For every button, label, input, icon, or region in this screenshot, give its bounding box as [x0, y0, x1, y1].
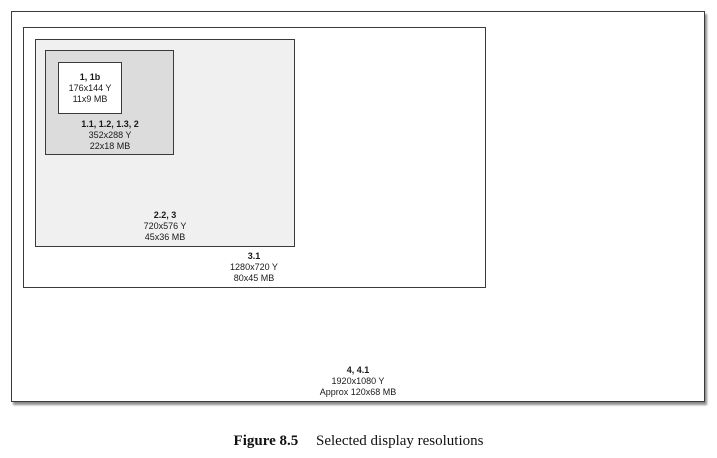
label-name: 4, 4.1 [346, 365, 370, 375]
label-720x576: 2.2, 3 720x576 Y 45x36 MB [105, 210, 225, 243]
figure-caption-text: Selected display resolutions [316, 433, 484, 449]
label-1280x720: 3.1 1280x720 Y 80x45 MB [194, 251, 314, 284]
label-size: 11x9 MB [72, 94, 108, 104]
label-name: 3.1 [247, 251, 261, 261]
label-resolution: 1280x720 Y [230, 262, 278, 272]
label-resolution: 720x576 Y [143, 221, 187, 231]
label-name: 2.2, 3 [153, 210, 177, 220]
label-176x144: 1, 1b 176x144 Y 11x9 MB [58, 72, 122, 105]
label-resolution: 176x144 Y [68, 83, 112, 93]
label-size: 22x18 MB [89, 141, 131, 151]
label-resolution: 1920x1080 Y [331, 376, 385, 386]
label-1920x1080: 4, 4.1 1920x1080 Y Approx 120x68 MB [278, 365, 438, 398]
resolution-box-176x144 [58, 62, 122, 114]
label-name: 1, 1b [79, 72, 101, 82]
label-size: 80x45 MB [233, 273, 275, 283]
label-size: Approx 120x68 MB [319, 387, 397, 397]
figure-caption: Figure 8.5 Selected display resolutions [0, 433, 717, 450]
label-size: 45x36 MB [144, 232, 186, 242]
label-resolution: 352x288 Y [88, 130, 132, 140]
figure-number: Figure 8.5 [233, 433, 299, 449]
label-name: 1.1, 1.2, 1.3, 2 [81, 119, 139, 129]
label-352x288: 1.1, 1.2, 1.3, 2 352x288 Y 22x18 MB [58, 119, 162, 152]
